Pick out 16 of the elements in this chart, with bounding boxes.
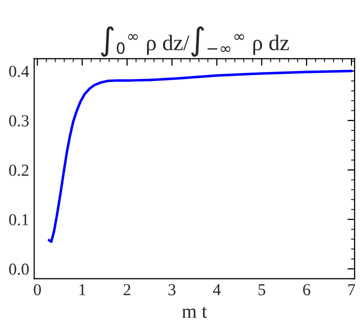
x-tick-label: 4 (212, 284, 221, 296)
x-tick-label: 7 (348, 284, 356, 296)
y-tick-label: 0.3 (9, 115, 29, 127)
x-tick-label: 0 (34, 284, 41, 296)
y-tick-label: 0.0 (9, 264, 29, 275)
line-series (48, 70, 353, 243)
x-axis-title: m t (182, 306, 207, 318)
y-tick-label: 0.4 (9, 66, 30, 78)
y-tick-label: 0.2 (9, 164, 28, 176)
x-tick-label: 2 (124, 284, 130, 296)
x-tick-label: 1 (80, 284, 86, 296)
x-tick-label: 5 (258, 284, 266, 296)
x-tick-label: 3 (168, 284, 176, 296)
x-tick-label: 6 (303, 284, 310, 296)
chart-title: ∫$_{0}$$^{∞}$ ρ dz/∫$_{−∞}$$^{∞}$ ρ dz (100, 26, 289, 57)
y-tick-label: 0.1 (9, 214, 28, 226)
